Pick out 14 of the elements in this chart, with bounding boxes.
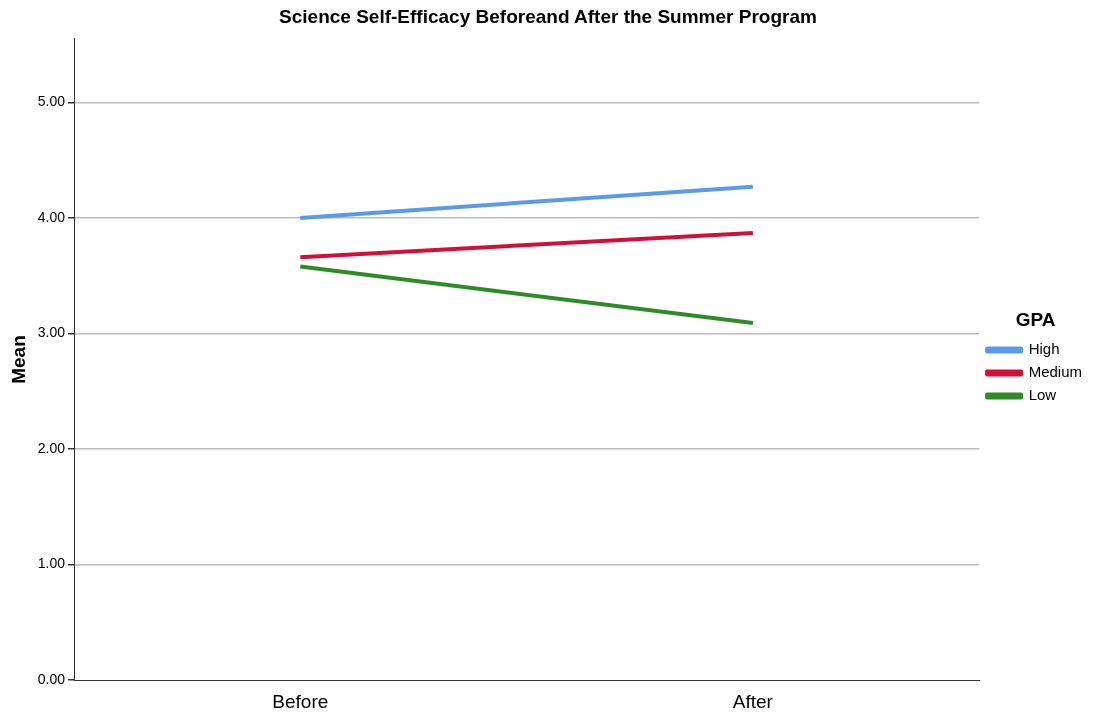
y-tick-label: 2.00 [37,439,66,456]
x-tick-label: Before [272,690,329,712]
chart-title: Science Self-Efficacy Beforeand After the Summer Program [279,5,817,27]
legend-label: Low [1028,386,1057,404]
y-tick-label: 4.00 [37,208,66,225]
legend-label: High [1028,340,1060,358]
legend-label: Medium [1028,363,1083,381]
y-tick-label: 3.00 [37,324,66,341]
y-tick-label: 1.00 [37,555,66,572]
y-axis-title: Mean [7,335,29,384]
legend-title: GPA [1015,309,1056,331]
y-tick-label: 5.00 [37,93,66,110]
y-tick-label: 0.00 [37,671,66,688]
x-tick-label: After [732,690,774,712]
